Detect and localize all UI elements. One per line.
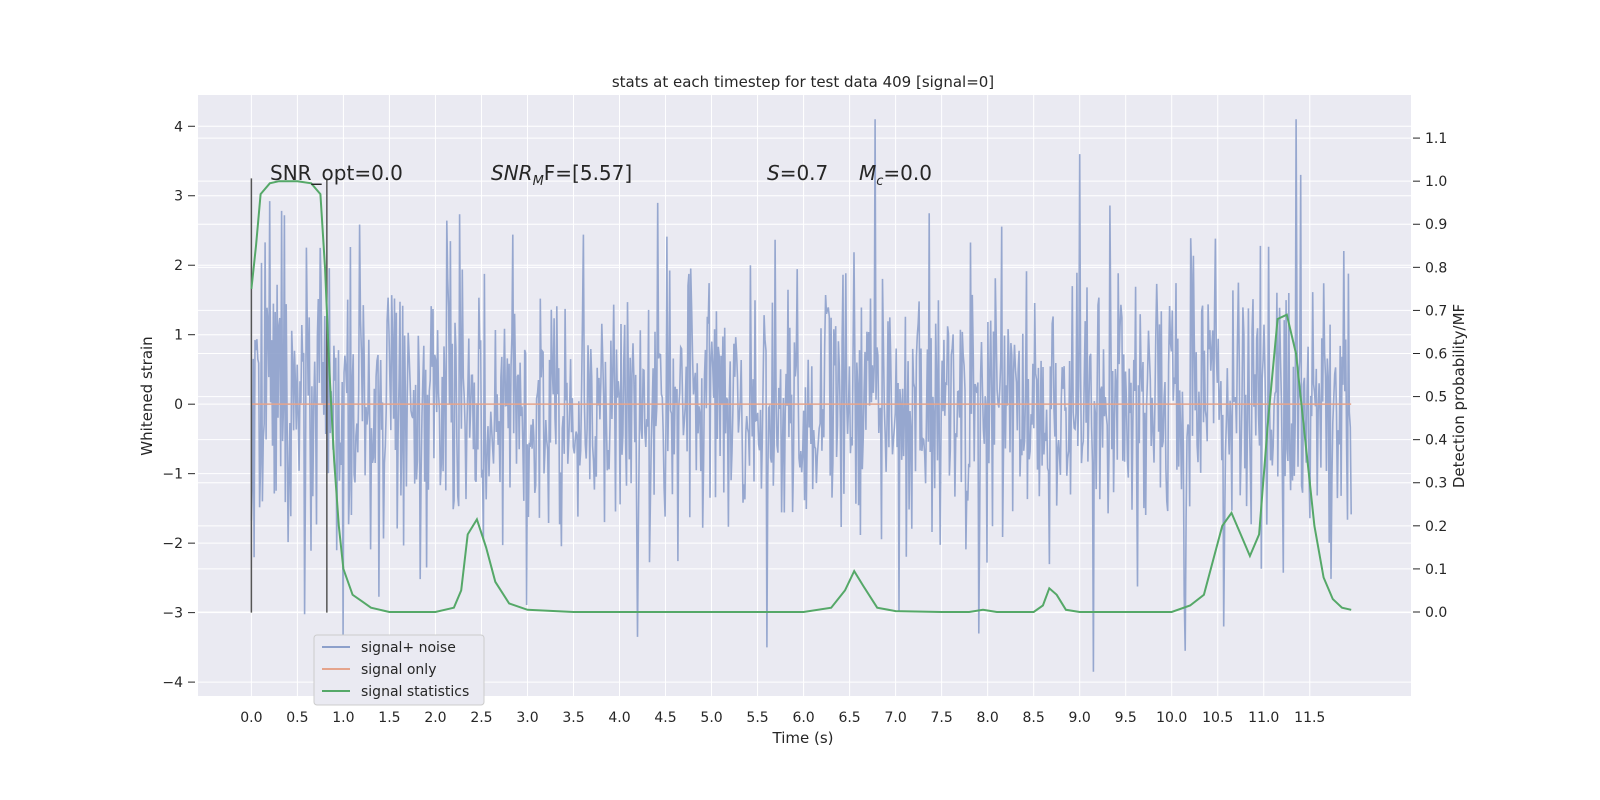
x-tick-label: 5.5 [746,710,768,726]
x-tick-label: 2.5 [470,710,492,726]
y-right-tick-label: 0.4 [1425,433,1447,449]
y-left-tick-label: −3 [162,606,183,622]
x-tick-label: 1.5 [378,710,400,726]
x-tick-label: 2.0 [424,710,446,726]
y-left-tick-label: 2 [174,258,183,274]
y-left-tick-label: −2 [162,536,183,552]
y-right-tick-label: 0.0 [1425,605,1447,621]
legend: signal+ noise signal only signal statist… [313,634,485,706]
annotation-snr-mf: SNRMF=[5.57] [491,161,632,189]
x-tick-label: 9.5 [1115,710,1137,726]
x-tick-label: 4.5 [654,710,676,726]
annotation-s: S=0.7 [767,161,828,185]
annotation-snr-opt: SNR_opt=0.0 [270,161,403,185]
y-right-tick-label: 0.9 [1425,217,1447,233]
x-tick-label: 3.5 [562,710,584,726]
y-left-axis-title: Whitened strain [138,336,156,455]
y-right-tick-label: 1.0 [1425,174,1447,190]
x-tick-label: 7.0 [884,710,906,726]
x-tick-label: 11.0 [1248,710,1279,726]
x-tick-label: 0.5 [286,710,308,726]
x-tick-label: 6.5 [838,710,860,726]
y-right-tick-label: 0.7 [1425,303,1447,319]
y-right-tick-label: 0.8 [1425,260,1447,276]
y-right-tick-label: 0.3 [1425,476,1447,492]
x-tick-label: 10.5 [1202,710,1233,726]
annotation-mc: Mc=0.0 [859,161,932,189]
x-tick-label: 0.0 [240,710,262,726]
x-tick-label: 8.5 [1023,710,1045,726]
y-left-tick-label: −1 [162,467,183,483]
legend-label-statistics: signal statistics [361,684,469,700]
x-tick-label: 1.0 [332,710,354,726]
y-right-tick-label: 0.6 [1425,346,1447,362]
y-right-tick-label: 0.2 [1425,519,1447,535]
y-left-tick-label: −4 [162,675,183,691]
legend-box [313,634,485,706]
y-right-tick-label: 0.5 [1425,390,1447,406]
marker-lines [250,178,328,613]
x-tick-label: 8.0 [977,710,999,726]
legend-label-noise: signal+ noise [361,640,456,656]
y-left-tick-label: 4 [174,119,183,135]
x-tick-label: 9.0 [1069,710,1091,726]
legend-label-signal-only: signal only [361,662,436,678]
x-tick-label: 3.0 [516,710,538,726]
x-tick-label: 4.0 [608,710,630,726]
chart-title: stats at each timestep for test data 409… [612,73,994,91]
x-tick-label: 7.5 [930,710,952,726]
y-right-tick-label: 0.1 [1425,562,1447,578]
y-left-tick-label: 0 [174,397,183,413]
x-tick-label: 6.0 [792,710,814,726]
x-tick-label: 10.0 [1156,710,1187,726]
x-axis-title: Time (s) [772,729,834,747]
statistics-line [250,180,1352,613]
y-left-tick-label: 3 [174,189,183,205]
noise-trace [250,119,1352,672]
signal-statistics-series [250,180,1352,613]
x-tick-label: 11.5 [1294,710,1325,726]
y-right-tick-label: 1.1 [1425,131,1447,147]
y-left-tick-label: 1 [174,328,183,344]
x-tick-label: 5.0 [700,710,722,726]
signal-noise-series [250,119,1352,672]
y-right-axis-title: Detection probability/MF [1450,304,1468,488]
